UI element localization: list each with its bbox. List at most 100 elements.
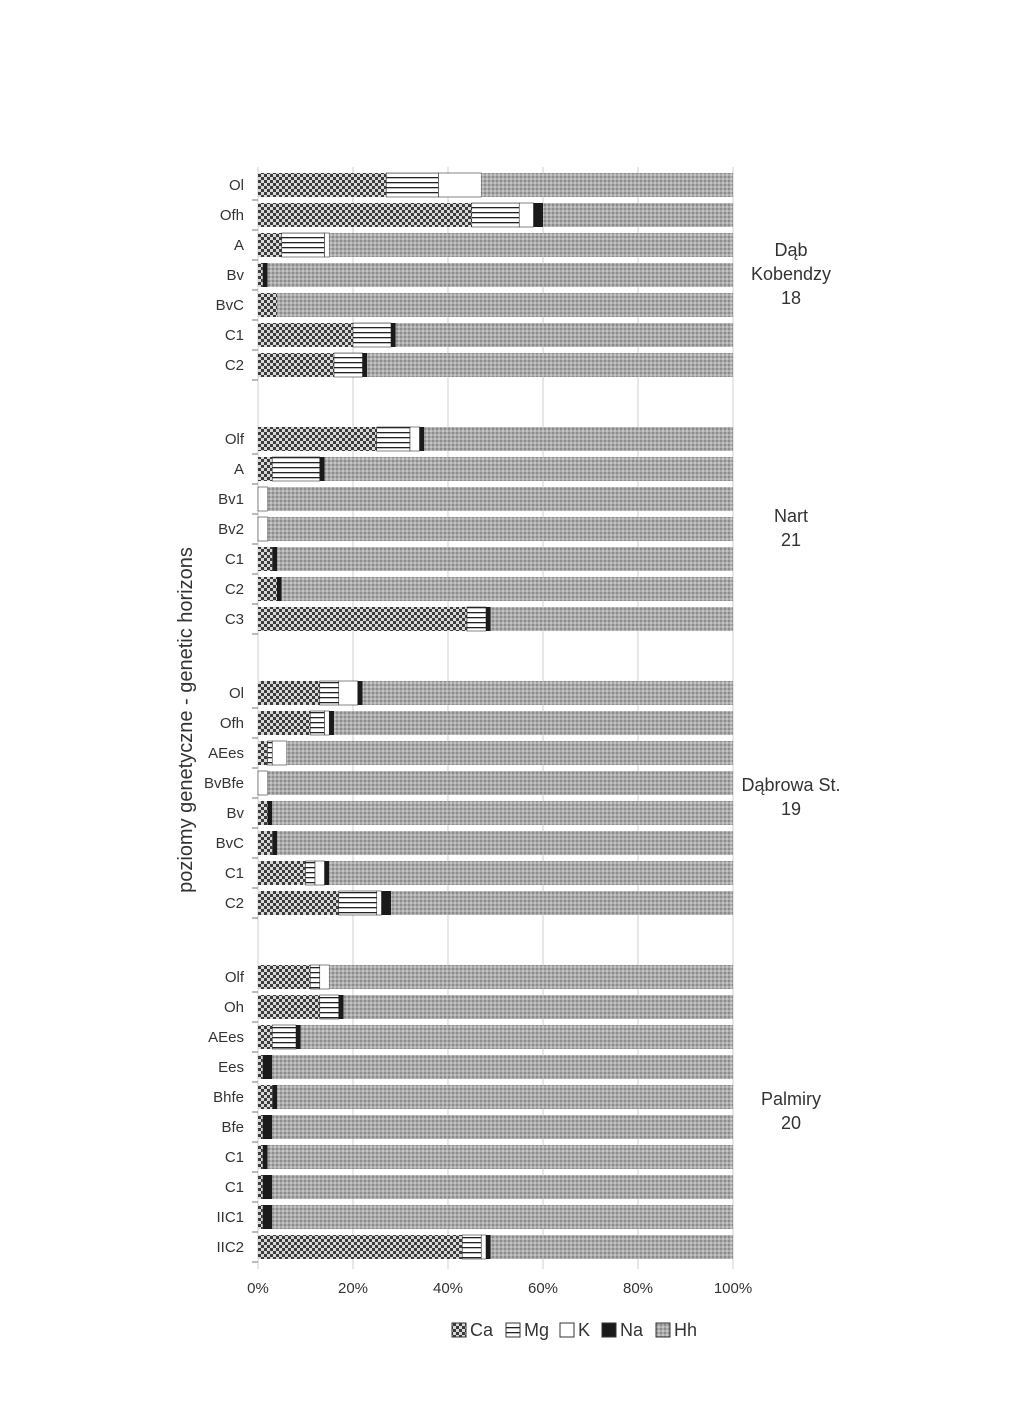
row-label: Bhfe <box>213 1089 244 1106</box>
bar-segment-ca <box>258 547 273 571</box>
bar-segment-ca <box>258 263 263 287</box>
bar-segment-k <box>324 710 330 736</box>
bar-segment-ca <box>258 1145 263 1169</box>
row-label: Olf <box>225 969 245 986</box>
bar-segment-na <box>262 263 268 287</box>
bar-segment-hh <box>267 771 733 795</box>
bar-segment-ca <box>258 203 472 227</box>
bar-segment-ca <box>258 1235 463 1259</box>
row-label: C3 <box>225 611 244 628</box>
bar-segment-hh <box>272 1205 733 1229</box>
x-tick-label: 20% <box>338 1280 368 1297</box>
bar-segment-na <box>272 547 277 571</box>
bar-segment-na <box>319 457 325 481</box>
row-label: BvC <box>216 835 245 852</box>
bar-segment-ca <box>258 681 320 705</box>
bar-segment-na <box>272 1085 277 1109</box>
bar-segment-k <box>257 486 268 512</box>
x-tick-label: 0% <box>247 1280 269 1297</box>
bar-segment-na <box>272 831 277 855</box>
bar-segment-hh <box>334 711 733 735</box>
bar-segment-na <box>296 1025 301 1049</box>
bar-segment-k <box>480 1234 487 1260</box>
site-label-line: Dąb <box>774 240 807 260</box>
bar-segment-k <box>409 426 420 452</box>
bar-segment-na <box>486 607 491 631</box>
legend-swatch-na <box>601 1322 617 1338</box>
bar-segment-k <box>271 740 287 766</box>
bar-segment-ca <box>258 801 268 825</box>
bar-segment-na <box>262 1205 273 1229</box>
bar-segment-na <box>262 1175 273 1199</box>
bar-segment-na <box>329 711 334 735</box>
bar-segment-ca <box>258 1205 263 1229</box>
bar-segment-k <box>314 860 325 886</box>
row-label: Ees <box>218 1059 244 1076</box>
bars <box>257 172 733 1260</box>
row-label: Bfe <box>221 1119 244 1136</box>
bar-segment-mg <box>333 352 363 378</box>
legend: Ca Mg K Na Hh <box>451 1320 697 1340</box>
bar-segment-na <box>324 861 330 885</box>
row-label: Ol <box>229 177 244 194</box>
bar-segment-hh <box>267 1145 733 1169</box>
bar-segment-hh <box>281 577 733 601</box>
bar-segment-hh <box>277 831 733 855</box>
bar-segment-mg <box>352 322 392 348</box>
x-axis-ticks: 0% 20% 40% 60% 80% 100% <box>247 1280 752 1297</box>
x-tick-label: 100% <box>714 1280 752 1297</box>
row-label: BvC <box>216 297 245 314</box>
bar-segment-na <box>381 891 391 915</box>
site-label-line: Nart <box>774 506 808 526</box>
legend-label: Ca <box>470 1320 494 1340</box>
row-label: C1 <box>225 327 244 344</box>
row-label: C2 <box>225 581 244 598</box>
bar-segment-ca <box>258 353 334 377</box>
site-label-line: Kobendzy <box>751 264 831 284</box>
bar-segment-k <box>376 890 382 916</box>
bar-segment-hh <box>272 1115 733 1139</box>
bar-segment-ca <box>258 1085 273 1109</box>
bar-segment-ca <box>258 965 311 989</box>
row-label: Bv1 <box>218 491 244 508</box>
legend-swatch-mg <box>505 1322 521 1338</box>
bar-segment-ca <box>258 607 467 631</box>
bar-segment-ca <box>258 891 339 915</box>
legend-swatch-k <box>559 1322 575 1338</box>
bar-segment-hh <box>277 293 733 317</box>
bar-segment-ca <box>258 457 273 481</box>
bar-segment-hh <box>272 1055 733 1079</box>
bar-segment-ca <box>258 427 377 451</box>
bar-segment-k <box>257 516 268 542</box>
bar-segment-mg <box>471 202 520 228</box>
x-tick-label: 60% <box>528 1280 558 1297</box>
row-label: C1 <box>225 1179 244 1196</box>
bar-segment-mg <box>281 232 325 258</box>
bar-segment-ca <box>258 995 320 1019</box>
bar-segment-hh <box>343 995 733 1019</box>
bar-segment-hh <box>272 1175 733 1199</box>
bar-segment-hh <box>277 547 733 571</box>
bar-segment-ca <box>258 861 306 885</box>
row-label: A <box>234 461 244 478</box>
bar-segment-k <box>518 202 534 228</box>
row-label: C1 <box>225 551 244 568</box>
bar-segment-mg <box>385 172 439 198</box>
legend-swatch-ca <box>451 1322 467 1338</box>
bar-segment-mg <box>319 680 340 706</box>
bar-segment-mg <box>319 994 340 1020</box>
bar-segment-na <box>533 203 543 227</box>
bar-segment-k <box>324 232 330 258</box>
bar-segment-na <box>391 323 396 347</box>
bar-segment-ca <box>258 293 277 317</box>
bar-segment-hh <box>329 233 733 257</box>
row-label: AEes <box>208 1029 244 1046</box>
bar-segment-hh <box>267 487 733 511</box>
bar-segment-hh <box>367 353 733 377</box>
bar-segment-hh <box>329 965 733 989</box>
bar-segment-hh <box>395 323 733 347</box>
bar-segment-mg <box>338 890 378 916</box>
bar-segment-na <box>338 995 344 1019</box>
site-label-line: 20 <box>781 1113 801 1133</box>
bar-segment-hh <box>267 263 733 287</box>
